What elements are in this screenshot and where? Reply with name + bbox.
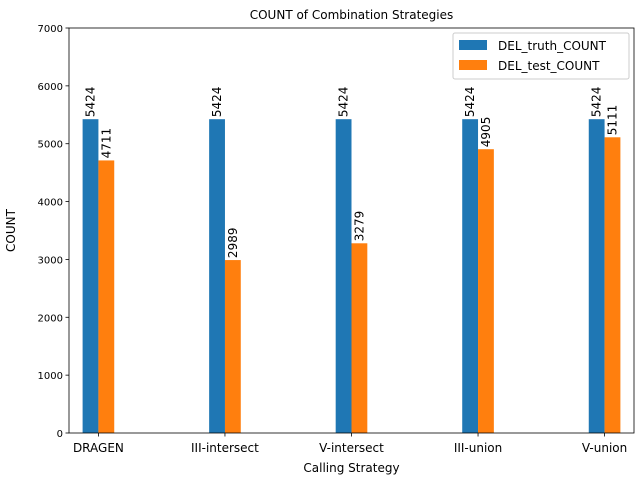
- y-tick-label: 0: [57, 429, 63, 440]
- bar-data-label: 2989: [226, 228, 240, 259]
- chart-title: COUNT of Combination Strategies: [250, 8, 454, 22]
- y-axis: 0 1000 2000 3000 4000 5000 6000 7000: [38, 24, 69, 440]
- bar-DEL_test_COUNT: [224, 260, 241, 433]
- legend: DEL_truth_COUNT DEL_test_COUNT: [452, 32, 630, 80]
- bar-data-label: 5424: [463, 87, 477, 118]
- bar-data-label: 4905: [479, 117, 493, 148]
- y-tick-label: 3000: [38, 255, 63, 266]
- x-tick-label: V-intersect: [319, 441, 384, 455]
- bar-DEL_test_COUNT: [98, 160, 115, 433]
- legend-box: [452, 32, 630, 80]
- bar-DEL_test_COUNT: [604, 137, 621, 433]
- y-tick-label: 1000: [38, 371, 63, 382]
- bar-data-label: 5424: [210, 87, 224, 118]
- bar-data-label: 5424: [337, 87, 351, 118]
- y-tick-label: 6000: [38, 82, 63, 93]
- y-tick-label: 4000: [38, 198, 63, 209]
- y-axis-label: COUNT: [4, 208, 18, 252]
- bar-data-label: 5111: [605, 105, 619, 136]
- x-tick-label: III-intersect: [191, 441, 259, 455]
- bar-DEL_truth_COUNT: [462, 119, 479, 433]
- y-tick-label: 7000: [38, 24, 63, 35]
- legend-label: DEL_truth_COUNT: [498, 39, 607, 53]
- bar-DEL_truth_COUNT: [82, 119, 99, 433]
- y-tick-label: 5000: [38, 140, 63, 151]
- x-axis: DRAGEN III-intersect V-intersect III-union V…: [73, 433, 627, 455]
- bar-DEL_truth_COUNT: [588, 119, 605, 433]
- bar-data-label: 3279: [352, 211, 366, 242]
- y-tick-label: 2000: [38, 313, 63, 324]
- legend-label: DEL_test_COUNT: [498, 59, 600, 73]
- x-tick-label: III-union: [454, 441, 502, 455]
- bar-DEL_truth_COUNT: [209, 119, 225, 433]
- bar-data-label: 4711: [99, 128, 113, 159]
- legend-swatch: [459, 40, 487, 50]
- bar-DEL_test_COUNT: [478, 149, 494, 434]
- legend-swatch: [459, 60, 487, 70]
- x-axis-label: Calling Strategy: [303, 461, 399, 475]
- bar-data-label: 5424: [84, 87, 98, 118]
- bar-data-label: 5424: [590, 87, 604, 118]
- bar-DEL_test_COUNT: [351, 243, 368, 433]
- bar-DEL_truth_COUNT: [335, 119, 352, 433]
- x-tick-label: DRAGEN: [73, 441, 124, 455]
- x-tick-label: V-union: [582, 441, 627, 455]
